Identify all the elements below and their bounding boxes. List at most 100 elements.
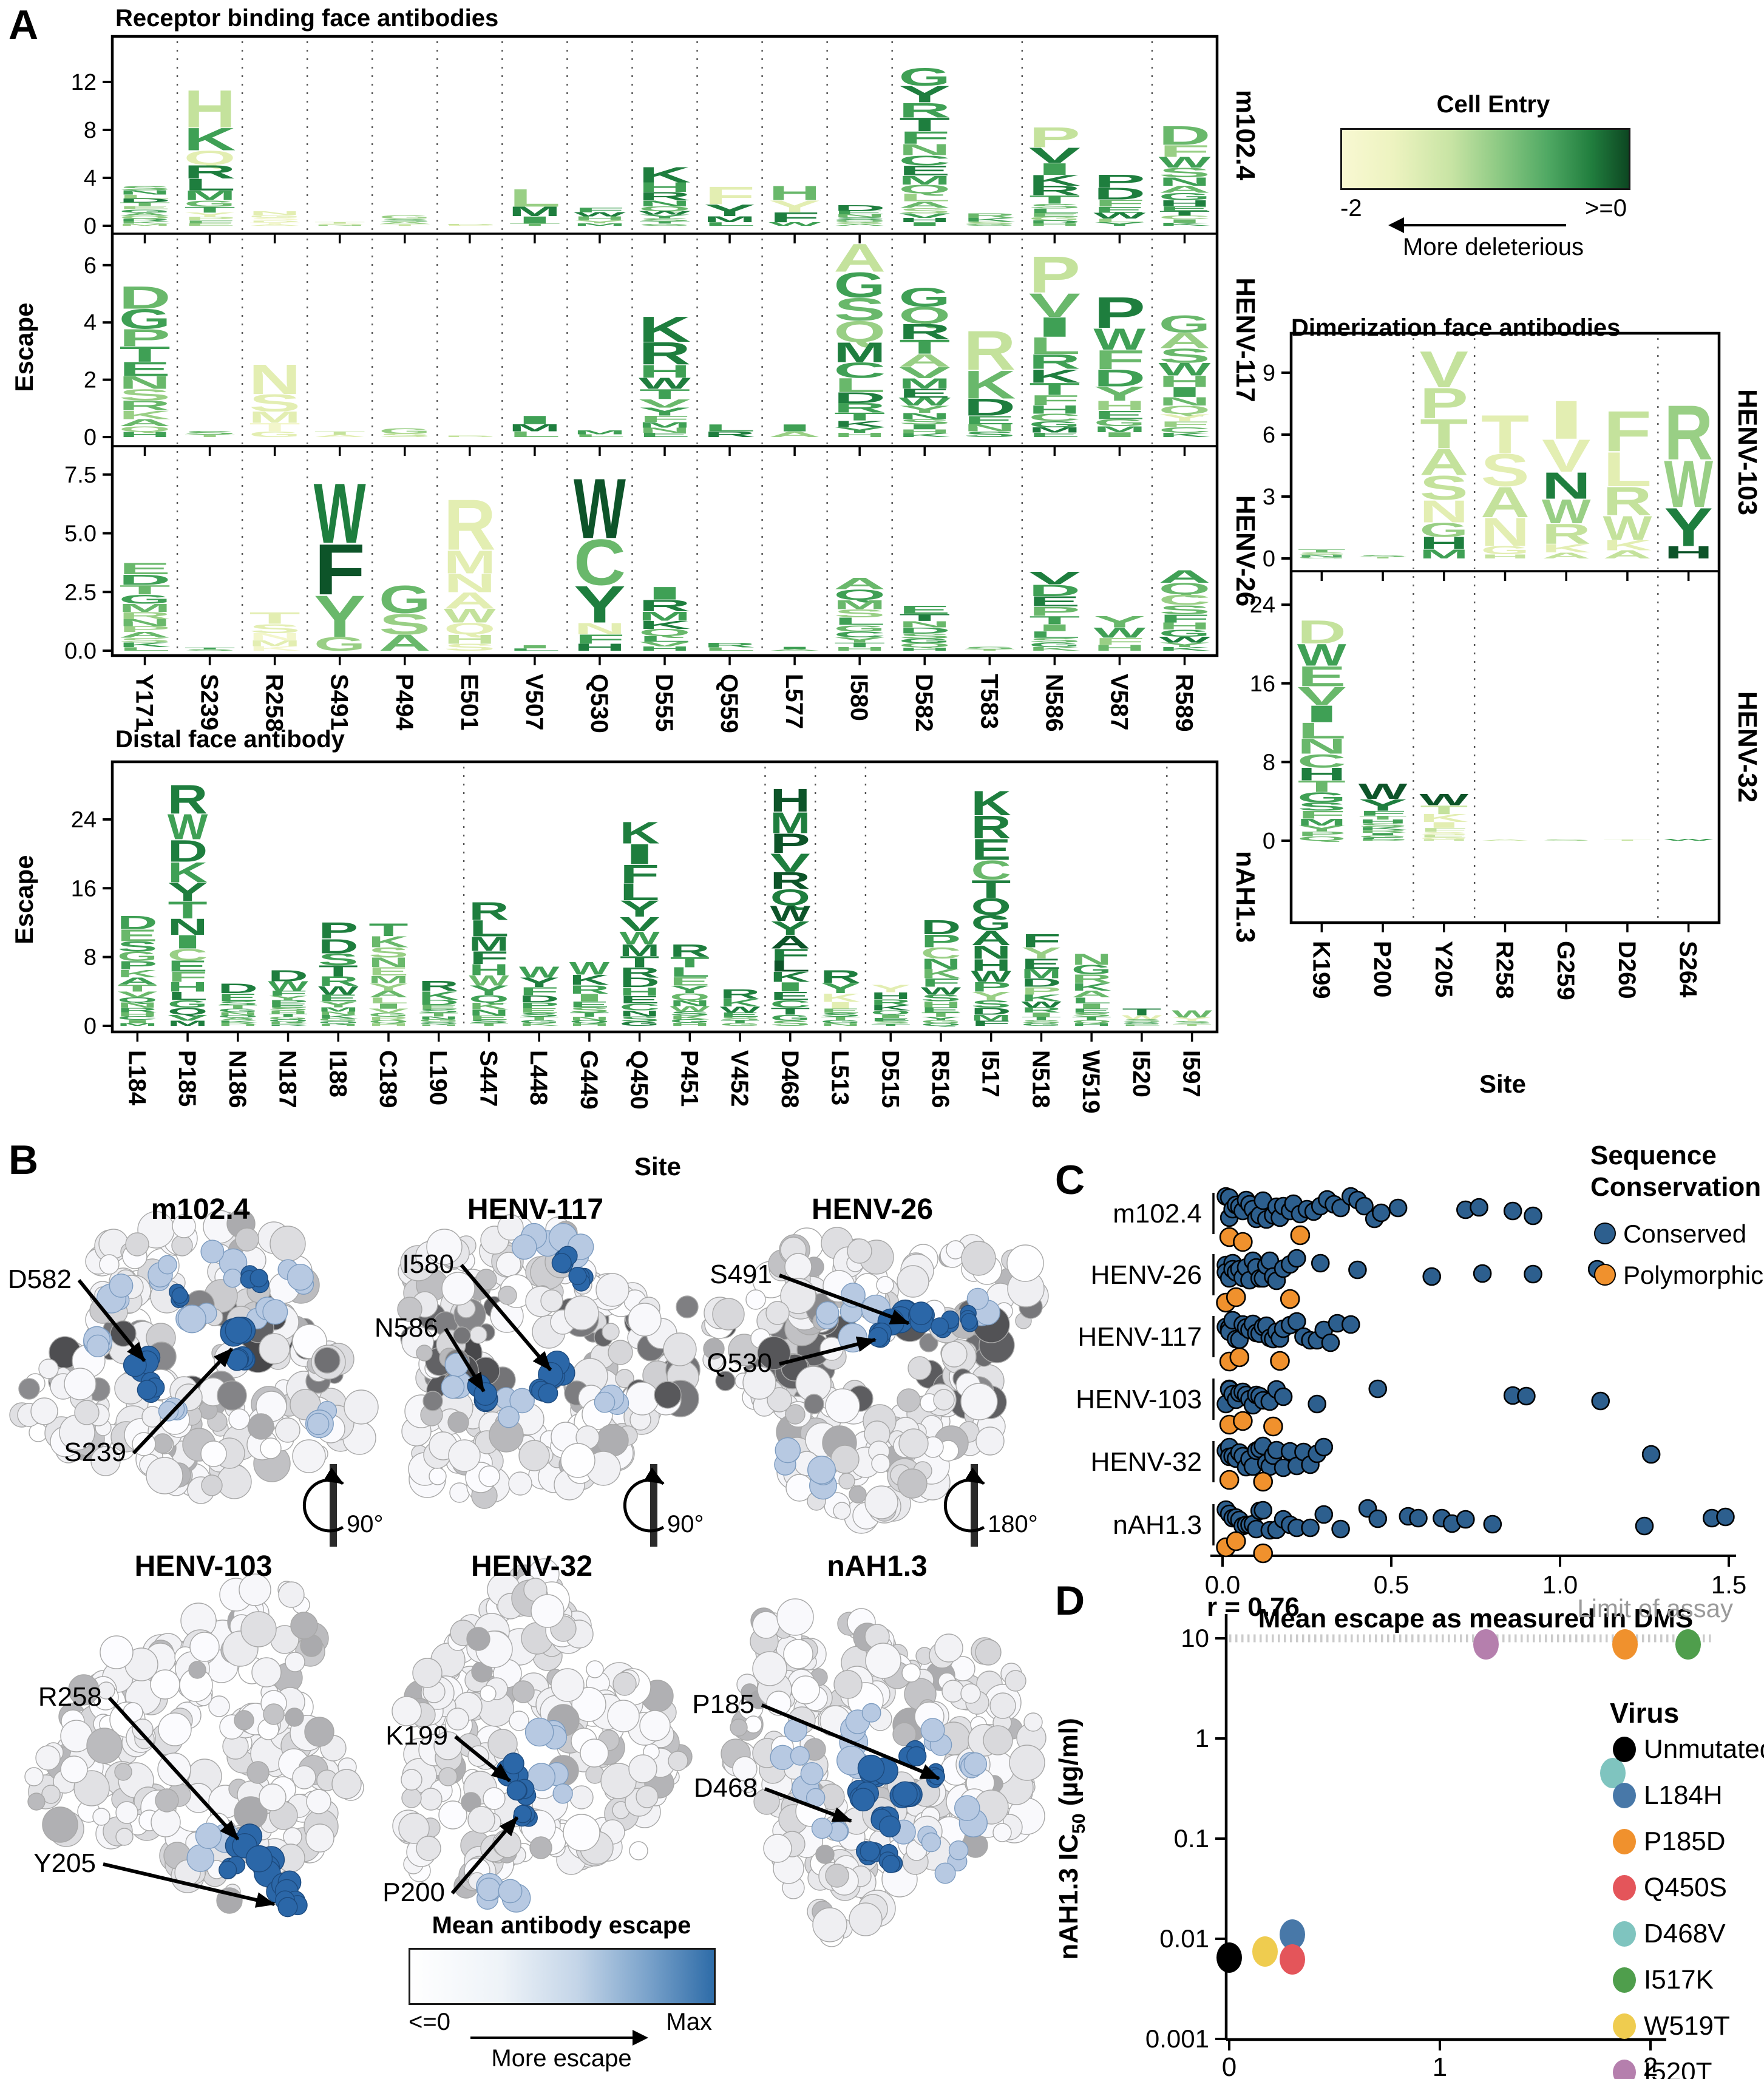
site-label-D582: D582	[911, 674, 937, 732]
logo-letter: H	[168, 980, 208, 994]
logo-letter: S	[379, 433, 430, 438]
logo-letter: F	[268, 989, 308, 997]
logo-letter: N	[898, 411, 951, 421]
logo-letter: H	[444, 632, 496, 646]
y-tick-label: 3	[1263, 484, 1275, 510]
structure-sphere	[636, 1785, 659, 1808]
logo-letter: P	[119, 625, 171, 634]
logo-letter: S	[821, 1012, 861, 1018]
structure-sphere	[171, 1235, 193, 1257]
escape-site-patch	[868, 1327, 889, 1348]
strip-row-HENV-26: HENV-26	[1091, 1249, 1607, 1313]
row-label-HENV-32: HENV-32	[1732, 691, 1762, 802]
logo-letter: F	[1094, 197, 1145, 209]
logo-letter: A	[898, 350, 951, 370]
site-label-N187: N187	[274, 1050, 301, 1108]
logo-letter: D	[1093, 365, 1145, 392]
y-tick-label: 0	[84, 425, 97, 450]
logo-letter: I	[824, 1000, 857, 1011]
logo-letter: S	[1122, 1019, 1162, 1023]
conserved-point	[1524, 1206, 1542, 1226]
logo-letter: T	[314, 430, 365, 436]
structure-sphere	[668, 1751, 688, 1771]
structure-sphere	[401, 1788, 422, 1808]
site-label-S447: S447	[475, 1050, 501, 1107]
logo-letter: G	[1297, 789, 1346, 805]
scatter-point-Q450S	[1280, 1944, 1305, 1975]
logo-letter: G	[1159, 628, 1210, 639]
logo-letter: Y	[1159, 642, 1210, 649]
y-tick-label: 6	[1263, 422, 1275, 448]
logo-letter: D	[444, 224, 496, 225]
logo-letter: W	[1093, 625, 1145, 641]
logo-letter: I	[171, 931, 204, 952]
logo-letter: R	[444, 485, 496, 566]
escape-site-light	[498, 1879, 523, 1904]
structure-sphere	[278, 1581, 305, 1608]
logo-letter: F	[921, 976, 960, 989]
logo-letter: T	[1029, 379, 1080, 399]
logo-letter: N	[119, 189, 171, 196]
logo-letter: E	[770, 989, 810, 1003]
logo-letter: D	[971, 1006, 1011, 1017]
logo-letter: Y	[921, 1016, 961, 1022]
scatter-point-P185D	[1612, 1629, 1638, 1660]
logo-letter: S	[1359, 554, 1407, 557]
site-label-P494: P494	[391, 674, 418, 731]
logo-letter: D	[619, 975, 659, 990]
logo-letter: N	[898, 619, 951, 629]
logo-letter: E	[519, 1007, 559, 1014]
logo-letter: E	[821, 1008, 861, 1014]
logo-letter: P	[184, 216, 236, 222]
logo-letter: W	[519, 964, 559, 982]
receptor-plot-title: Receptor binding face antibodies	[115, 5, 499, 32]
logo-letter: L	[898, 191, 951, 203]
logo-letter: L	[1071, 996, 1111, 1005]
logo-letter: N	[249, 631, 301, 642]
site-label-C189: C189	[375, 1050, 401, 1108]
escape-site-patch	[860, 1841, 880, 1862]
polymorphic-point	[1233, 1232, 1253, 1252]
logo-letter: S	[368, 945, 409, 960]
site-label-G259: G259	[1552, 941, 1579, 1000]
logo-letter: W	[1542, 492, 1591, 531]
logo-letter: L	[1028, 629, 1080, 640]
logo-letter: N	[419, 1016, 459, 1020]
logo-letter: W	[574, 461, 626, 557]
escape-site-patch	[892, 1781, 918, 1807]
logo-letter: G	[639, 223, 690, 226]
logo-letter: N	[119, 373, 171, 393]
structure-sphere	[784, 1253, 812, 1281]
logo-letter: Y	[1297, 824, 1346, 833]
logo-letter: F	[639, 414, 690, 424]
logo-letter: V	[620, 913, 660, 936]
logo-letter: K	[1359, 826, 1408, 831]
structure-sphere	[304, 1717, 334, 1747]
y-tick-label: 0.01	[1159, 1924, 1209, 1953]
logo-letter: D	[117, 912, 157, 933]
logo-letter: N	[1297, 734, 1346, 758]
logo-letter: E	[218, 991, 258, 1003]
logo-letter: F	[620, 860, 659, 889]
structure-sphere	[467, 1806, 495, 1834]
structure-sphere	[86, 1728, 123, 1764]
more-escape-arrow	[470, 2037, 640, 2039]
logo-letter: T	[1420, 803, 1468, 817]
logo-letter: R	[184, 161, 236, 183]
logo-letter: L	[368, 996, 409, 1005]
logo-letter: Q	[469, 993, 509, 1005]
logo-letter: Y	[1094, 222, 1145, 227]
logo-letter: N	[314, 225, 366, 226]
structure-sphere	[560, 1443, 595, 1478]
logo-letter: F	[899, 128, 950, 148]
logo-letter: M	[574, 223, 626, 226]
plot-frame	[110, 35, 1219, 657]
logo-letter: T	[834, 410, 885, 423]
rotation-axis-bar	[971, 1464, 978, 1547]
